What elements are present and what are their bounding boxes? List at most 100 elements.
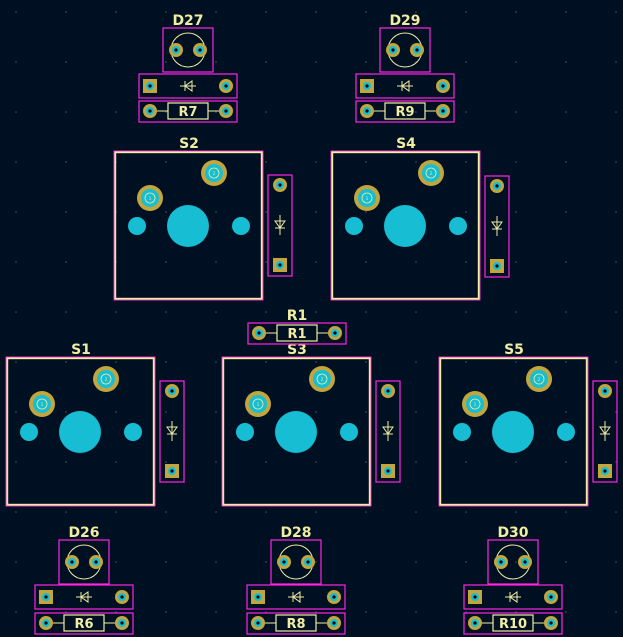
- grid-dot: [165, 161, 167, 163]
- diode-courtyard: [592, 380, 618, 483]
- switch-label: S4: [396, 136, 416, 152]
- grid-dot: [165, 411, 167, 413]
- grid-dot: [515, 111, 517, 113]
- switch-pin-number: 2: [430, 171, 433, 176]
- grid-dot: [415, 561, 417, 563]
- grid-dot: [165, 311, 167, 313]
- switch-label: S2: [179, 136, 199, 152]
- grid-dot: [15, 611, 17, 613]
- resistor-label: R6: [74, 617, 93, 632]
- grid-dot: [465, 311, 467, 313]
- switch-courtyard: [438, 356, 589, 507]
- switch-group: S2 1 2: [113, 136, 293, 301]
- grid-dot: [465, 561, 467, 563]
- switch-pin-pad: [358, 189, 376, 207]
- led-courtyard: [270, 539, 322, 585]
- grid-dot: [565, 511, 567, 513]
- switch-pin-pad: [249, 395, 267, 413]
- pad-drill: [256, 621, 260, 625]
- switch-pin-number: 1: [149, 196, 152, 201]
- switch-pin-mark: [316, 373, 328, 385]
- grid-dot: [615, 361, 617, 363]
- pad-drill: [70, 560, 74, 564]
- switch-peg-right: [124, 423, 142, 441]
- switch-peg-right: [232, 217, 250, 235]
- diode-courtyard: [375, 380, 401, 483]
- pad-drill: [257, 331, 261, 335]
- grid-dot: [465, 261, 467, 263]
- switch-pin-mark: [252, 398, 264, 410]
- pad-drill: [174, 48, 178, 52]
- grid-dot: [265, 111, 267, 113]
- switch-group: S3 1 2: [221, 342, 401, 507]
- grid-dot: [215, 311, 217, 313]
- grid-dot: [415, 111, 417, 113]
- switch-pin-number: 1: [257, 402, 260, 407]
- pad-drill: [44, 621, 48, 625]
- switch-silkscreen: [5, 356, 156, 507]
- led-group: D29 R9: [355, 13, 455, 123]
- grid-dot: [315, 411, 317, 413]
- pad-drill: [282, 560, 286, 564]
- resistor-courtyard: [463, 612, 563, 635]
- grid-dot: [365, 411, 367, 413]
- grid-dot: [415, 361, 417, 363]
- grid-dot: [465, 211, 467, 213]
- grid-dot: [315, 461, 317, 463]
- switch-peg-left: [345, 217, 363, 235]
- grid-dot: [365, 561, 367, 563]
- grid-dot: [565, 111, 567, 113]
- grid-dot: [315, 261, 317, 263]
- pad-drill: [148, 109, 152, 113]
- switch-peg-left: [20, 423, 38, 441]
- grid-dot: [215, 411, 217, 413]
- pad-drill: [473, 595, 477, 599]
- grid-dot: [265, 11, 267, 13]
- pad-drill: [603, 469, 607, 473]
- grid-dot: [315, 161, 317, 163]
- grid-dot: [15, 11, 17, 13]
- grid-dot: [165, 361, 167, 363]
- pad-drill: [441, 84, 445, 88]
- resistor-label: R10: [499, 617, 527, 632]
- resistor-body: [276, 324, 318, 342]
- grid-dot: [215, 561, 217, 563]
- grid-dot: [615, 11, 617, 13]
- switch-courtyard: [113, 150, 264, 301]
- pad-drill: [391, 48, 395, 52]
- grid-dot: [65, 411, 67, 413]
- diode-courtyard: [355, 73, 455, 99]
- grid-dot: [65, 461, 67, 463]
- grid-dot: [65, 11, 67, 13]
- grid-dot: [215, 611, 217, 613]
- grid-dot: [265, 211, 267, 213]
- grid-dot: [265, 311, 267, 313]
- grid-dot: [465, 361, 467, 363]
- grid-dot: [565, 11, 567, 13]
- grid-dot: [315, 511, 317, 513]
- pad-drill: [44, 595, 48, 599]
- grid-dot: [565, 611, 567, 613]
- grid-dot: [415, 311, 417, 313]
- led-group: D30 R10: [463, 525, 563, 635]
- grid-dot: [365, 61, 367, 63]
- grid-dot: [615, 511, 617, 513]
- resistor-body: [167, 102, 209, 120]
- switch-pin-pad: [205, 164, 223, 182]
- grid-dot: [565, 411, 567, 413]
- grid-dot: [165, 111, 167, 113]
- pad-drill: [148, 84, 152, 88]
- switch-courtyard: [5, 356, 156, 507]
- grid-dot: [265, 161, 267, 163]
- switch-pin-pad: [466, 395, 484, 413]
- grid-dot: [315, 11, 317, 13]
- grid-dot: [615, 161, 617, 163]
- led-courtyard: [58, 539, 110, 585]
- grid-dot: [265, 561, 267, 563]
- switch-silkscreen: [113, 150, 264, 301]
- switch-pin-mark: [36, 398, 48, 410]
- switch-pin-number: 1: [366, 196, 369, 201]
